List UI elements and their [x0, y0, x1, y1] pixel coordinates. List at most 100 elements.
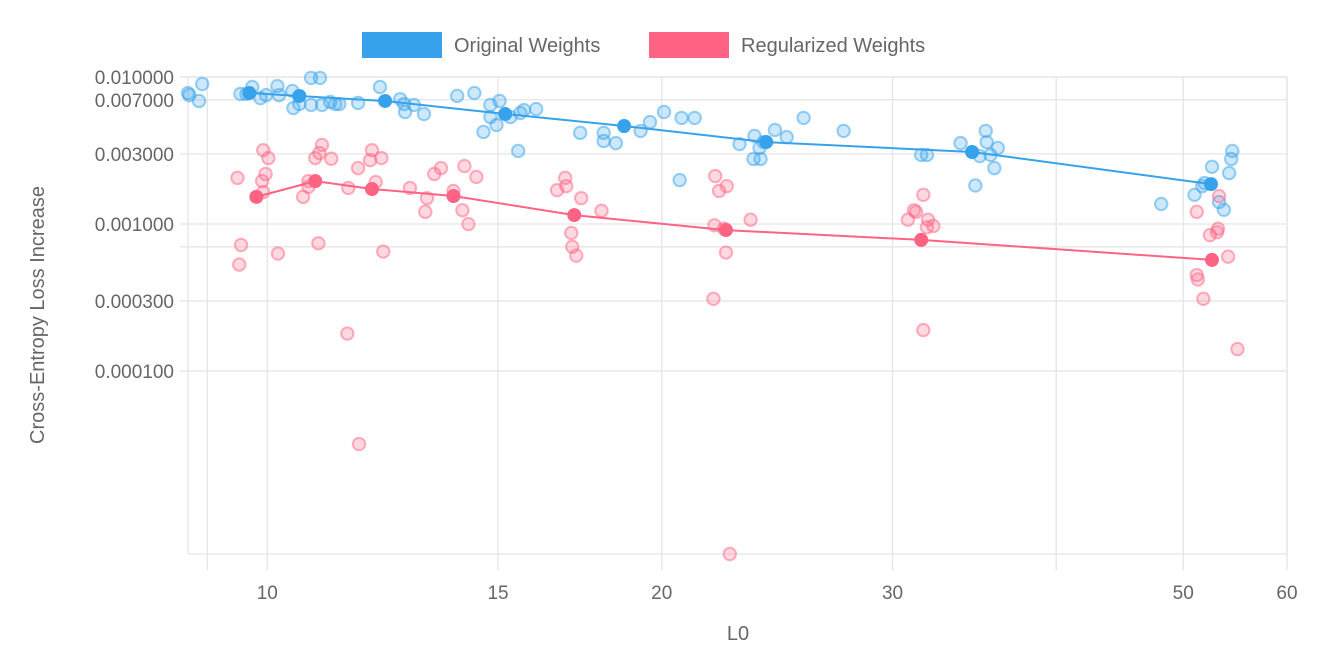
- data-point[interactable]: [374, 150, 389, 166]
- data-point[interactable]: [953, 135, 968, 151]
- data-point[interactable]: [1216, 202, 1232, 217]
- data-point[interactable]: [987, 160, 1002, 176]
- data-point[interactable]: [711, 183, 727, 199]
- data-point[interactable]: [608, 135, 624, 151]
- data-point[interactable]: [642, 114, 658, 130]
- data-point[interactable]: [510, 143, 526, 159]
- data-point[interactable]: [312, 70, 328, 86]
- mean-point[interactable]: [446, 189, 461, 204]
- data-point[interactable]: [1187, 187, 1202, 203]
- mean-point[interactable]: [718, 223, 733, 238]
- mean-point[interactable]: [1204, 177, 1219, 192]
- data-point[interactable]: [332, 96, 347, 112]
- mean-point[interactable]: [567, 208, 582, 223]
- data-point[interactable]: [449, 88, 465, 104]
- data-point[interactable]: [672, 172, 687, 188]
- data-point[interactable]: [467, 85, 482, 101]
- data-point[interactable]: [916, 322, 931, 338]
- data-point[interactable]: [1220, 249, 1236, 264]
- data-point[interactable]: [254, 173, 270, 189]
- data-point[interactable]: [687, 110, 702, 126]
- data-point[interactable]: [722, 546, 737, 562]
- data-point[interactable]: [258, 166, 273, 182]
- data-point[interactable]: [1221, 165, 1237, 181]
- data-point[interactable]: [569, 248, 584, 263]
- data-point[interactable]: [270, 246, 286, 261]
- mean-point[interactable]: [759, 135, 774, 150]
- data-point[interactable]: [564, 225, 579, 241]
- data-point[interactable]: [457, 158, 472, 174]
- data-point[interactable]: [489, 117, 504, 133]
- data-point[interactable]: [376, 244, 391, 259]
- data-point[interactable]: [1204, 159, 1220, 175]
- data-point[interactable]: [718, 245, 734, 260]
- data-point[interactable]: [926, 218, 941, 234]
- data-point[interactable]: [191, 93, 207, 109]
- data-point[interactable]: [372, 79, 388, 95]
- data-point[interactable]: [753, 151, 768, 167]
- data-point[interactable]: [324, 151, 339, 166]
- data-point[interactable]: [743, 212, 758, 227]
- mean-point[interactable]: [249, 189, 264, 204]
- data-point[interactable]: [528, 101, 544, 117]
- data-point[interactable]: [1196, 291, 1211, 307]
- data-point[interactable]: [719, 178, 734, 194]
- legend-item-regularized-weights[interactable]: Regularized Weights: [649, 32, 925, 58]
- data-point[interactable]: [708, 168, 723, 184]
- data-point[interactable]: [350, 160, 366, 176]
- data-point[interactable]: [419, 190, 435, 206]
- data-point[interactable]: [233, 237, 249, 253]
- data-point[interactable]: [572, 125, 588, 141]
- data-point[interactable]: [311, 236, 326, 251]
- mean-point[interactable]: [914, 232, 929, 247]
- data-point[interactable]: [573, 190, 589, 206]
- data-point[interactable]: [979, 134, 994, 150]
- mean-point[interactable]: [498, 107, 513, 122]
- data-point[interactable]: [559, 178, 574, 194]
- data-point[interactable]: [341, 180, 356, 196]
- data-point[interactable]: [314, 137, 330, 153]
- data-point[interactable]: [706, 291, 721, 307]
- data-point[interactable]: [195, 76, 210, 92]
- data-point[interactable]: [476, 124, 491, 140]
- data-point[interactable]: [516, 102, 532, 118]
- data-point[interactable]: [596, 133, 611, 149]
- mean-point[interactable]: [308, 174, 323, 189]
- data-point[interactable]: [364, 142, 380, 158]
- data-point[interactable]: [796, 110, 811, 126]
- data-point[interactable]: [908, 204, 924, 220]
- legend-item-original-weights[interactable]: Original Weights: [362, 32, 600, 58]
- mean-point[interactable]: [1204, 252, 1219, 267]
- mean-point[interactable]: [242, 86, 257, 101]
- mean-point[interactable]: [378, 93, 393, 108]
- data-point[interactable]: [916, 187, 931, 203]
- data-point[interactable]: [418, 204, 433, 220]
- data-point[interactable]: [1189, 204, 1204, 220]
- mean-point[interactable]: [617, 119, 632, 134]
- data-point[interactable]: [990, 140, 1006, 156]
- data-point[interactable]: [919, 147, 935, 163]
- mean-point[interactable]: [364, 182, 379, 197]
- mean-point[interactable]: [965, 144, 980, 159]
- mean-point[interactable]: [292, 88, 307, 103]
- data-point[interactable]: [340, 326, 355, 341]
- data-point[interactable]: [433, 160, 449, 176]
- data-point[interactable]: [732, 136, 747, 152]
- data-point[interactable]: [303, 97, 319, 113]
- data-point[interactable]: [779, 129, 794, 145]
- data-point[interactable]: [1153, 196, 1169, 212]
- data-point[interactable]: [492, 93, 507, 109]
- data-point[interactable]: [1225, 143, 1240, 159]
- data-point[interactable]: [461, 216, 476, 232]
- data-point[interactable]: [656, 104, 672, 120]
- data-point[interactable]: [968, 178, 983, 193]
- data-point[interactable]: [469, 169, 484, 185]
- data-point[interactable]: [261, 150, 276, 166]
- data-point[interactable]: [1230, 341, 1245, 357]
- data-point[interactable]: [674, 110, 689, 126]
- data-point[interactable]: [455, 203, 470, 218]
- data-point[interactable]: [836, 123, 851, 139]
- data-point[interactable]: [416, 106, 432, 122]
- data-point[interactable]: [351, 436, 367, 452]
- data-point[interactable]: [1210, 221, 1226, 236]
